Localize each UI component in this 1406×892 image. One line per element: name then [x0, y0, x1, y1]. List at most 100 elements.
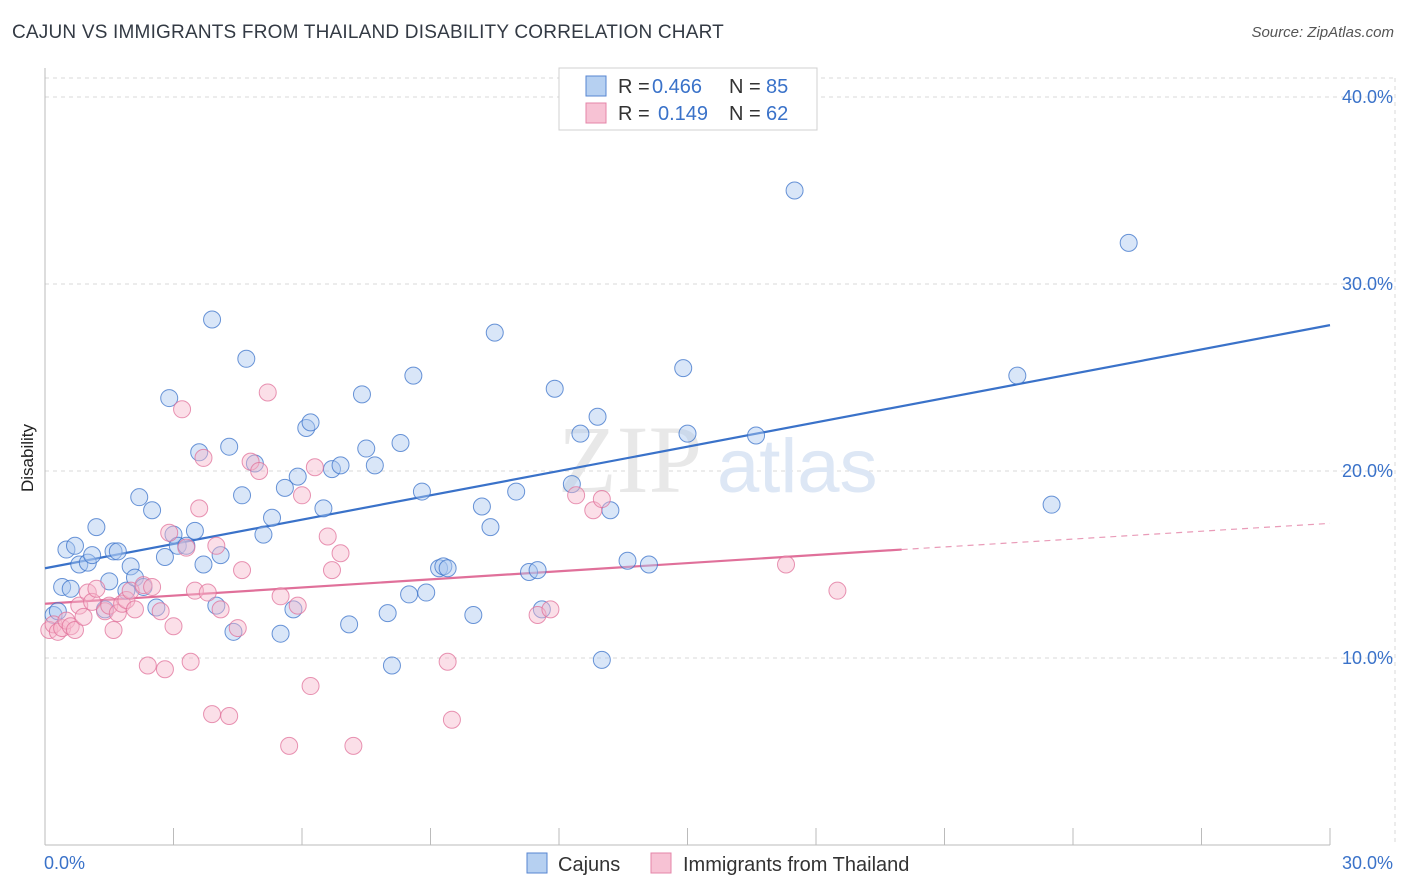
point-cajuns — [1008, 366, 1027, 385]
point-thailand — [305, 458, 324, 477]
point-cajuns — [357, 439, 376, 458]
point-cajuns — [237, 349, 256, 368]
point-cajuns — [263, 508, 282, 527]
y-tick-label: 30.0% — [1342, 274, 1393, 294]
point-thailand — [155, 660, 174, 679]
legend-n-label-1: N = — [729, 76, 761, 98]
point-thailand — [288, 596, 307, 615]
bottom-legend-swatch-cajuns — [526, 852, 548, 874]
scatter-points — [40, 181, 1138, 755]
point-cajuns — [160, 389, 179, 408]
point-thailand — [65, 620, 84, 639]
point-cajuns — [571, 424, 590, 443]
point-thailand — [293, 486, 311, 505]
legend-box: R = 0.466 N = 85 R = 0.149 N = 62 — [558, 67, 818, 131]
point-cajuns — [65, 536, 84, 555]
point-thailand — [173, 400, 192, 419]
point-thailand — [777, 555, 796, 574]
point-cajuns — [472, 497, 491, 516]
point-thailand — [322, 561, 341, 580]
point-cajuns — [378, 604, 397, 623]
x-tick-label: 0.0% — [44, 853, 85, 873]
legend-r-value-2: 0.149 — [658, 103, 708, 125]
point-cajuns — [61, 579, 80, 598]
point-thailand — [541, 600, 560, 619]
point-thailand — [78, 583, 97, 602]
point-cajuns — [203, 310, 222, 329]
point-thailand — [344, 736, 363, 755]
point-thailand — [151, 602, 170, 621]
point-cajuns — [481, 518, 500, 537]
source-note: Source: ZipAtlas.com — [1251, 24, 1394, 41]
point-cajuns — [288, 467, 307, 486]
point-cajuns — [211, 546, 230, 565]
point-cajuns — [121, 557, 140, 576]
point-cajuns — [220, 437, 239, 456]
point-thailand — [190, 499, 209, 518]
point-thailand — [301, 677, 320, 696]
point-cajuns — [507, 482, 526, 501]
legend-r-value-1: 0.466 — [652, 76, 702, 98]
bottom-legend: Cajuns Immigrants from Thailand — [526, 852, 909, 876]
point-thailand — [138, 656, 157, 675]
point-thailand — [198, 583, 217, 602]
point-thailand — [228, 619, 247, 638]
point-cajuns — [104, 542, 123, 561]
point-cajuns — [1119, 233, 1138, 252]
point-cajuns — [678, 424, 697, 443]
point-thailand — [442, 710, 461, 729]
bottom-legend-swatch-thailand — [650, 852, 672, 874]
point-thailand — [74, 607, 93, 626]
point-cajuns — [352, 385, 371, 404]
point-cajuns — [404, 366, 423, 385]
point-thailand — [211, 600, 230, 619]
point-thailand — [207, 536, 226, 555]
point-thailand — [104, 620, 123, 639]
tick-labels: 10.0% 20.0% 30.0% 40.0% 0.0% 30.0% — [44, 87, 1393, 873]
point-cajuns — [588, 407, 607, 426]
point-thailand — [177, 538, 196, 557]
point-cajuns — [331, 456, 350, 475]
point-thailand — [233, 561, 252, 580]
point-thailand — [203, 705, 222, 724]
point-cajuns — [87, 518, 106, 537]
point-cajuns — [275, 478, 294, 497]
point-thailand — [258, 383, 277, 402]
point-cajuns — [108, 542, 127, 561]
point-cajuns — [464, 605, 483, 624]
point-cajuns — [340, 615, 359, 634]
point-cajuns — [57, 540, 76, 559]
y-tick-label: 40.0% — [1342, 87, 1393, 107]
legend-swatch-cajuns — [585, 75, 607, 97]
point-cajuns — [412, 482, 431, 501]
bottom-legend-label-thailand: Immigrants from Thailand — [683, 854, 909, 876]
point-cajuns — [301, 413, 320, 432]
point-cajuns — [400, 585, 419, 604]
point-cajuns — [83, 546, 102, 565]
y-axis-label: Disability — [18, 423, 37, 492]
legend-n-value-1: 85 — [766, 76, 788, 98]
point-cajuns — [562, 475, 581, 494]
point-thailand — [143, 577, 162, 596]
axes — [44, 68, 1331, 846]
point-thailand — [318, 527, 337, 546]
point-cajuns — [785, 181, 804, 200]
y-tick-label: 10.0% — [1342, 648, 1393, 668]
point-cajuns — [194, 555, 213, 574]
point-cajuns — [271, 624, 290, 643]
point-thailand — [160, 523, 179, 542]
point-cajuns — [391, 433, 410, 452]
legend-n-label-2: N = — [729, 103, 761, 125]
point-cajuns — [365, 456, 384, 475]
point-cajuns — [185, 521, 204, 540]
point-cajuns — [592, 650, 611, 669]
point-thailand — [592, 490, 611, 509]
point-cajuns — [545, 379, 564, 398]
point-cajuns — [155, 548, 174, 567]
watermark: ZIP atlas — [558, 406, 878, 513]
chart-title: CAJUN VS IMMIGRANTS FROM THAILAND DISABI… — [12, 22, 724, 43]
point-thailand — [828, 581, 847, 600]
point-cajuns — [233, 486, 252, 505]
point-cajuns — [417, 583, 436, 602]
legend-r-label-1: R = — [618, 76, 650, 98]
